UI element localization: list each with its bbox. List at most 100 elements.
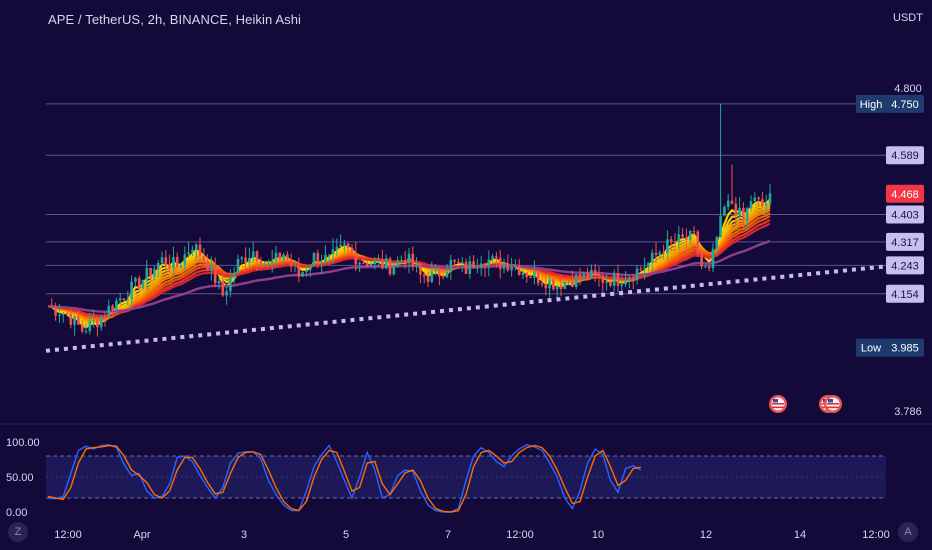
candle-body	[723, 206, 726, 216]
candle-body	[50, 306, 54, 308]
candle-body	[84, 331, 88, 333]
candle-body	[544, 284, 548, 289]
candle-body	[677, 234, 681, 243]
candle-body	[270, 260, 274, 264]
flag-stripe	[827, 406, 839, 409]
candle-body	[80, 324, 84, 332]
candle-body	[662, 252, 665, 254]
zoom-reset-button[interactable]: Z	[8, 522, 28, 542]
candle-body	[548, 279, 551, 289]
candle-body	[339, 244, 342, 247]
candle-body	[586, 272, 589, 279]
candle-body	[354, 252, 358, 265]
candle-body	[388, 258, 392, 275]
candle-body	[240, 257, 244, 260]
candle-body	[411, 253, 415, 268]
candle-body	[343, 243, 346, 245]
candle-body	[175, 257, 179, 268]
candle-body	[286, 254, 289, 260]
flag-stripe	[772, 406, 784, 409]
candle-body	[457, 261, 460, 264]
candle-body	[761, 199, 764, 206]
candle-body	[601, 276, 605, 283]
candle-body	[434, 269, 437, 272]
candle-body	[510, 266, 513, 271]
candle-body	[460, 262, 464, 264]
candle-body	[111, 305, 114, 311]
candle-body	[635, 268, 639, 281]
candle-body	[609, 281, 612, 286]
candle-body	[293, 264, 297, 266]
candle-body	[392, 266, 396, 275]
candle-body	[96, 320, 99, 328]
candle-body	[61, 313, 65, 316]
candle-body	[472, 261, 475, 269]
candle-body	[479, 263, 483, 268]
currency-label: USDT	[893, 12, 923, 24]
chart-title: APE / TetherUS, 2h, BINANCE, Heikin Ashi	[48, 12, 302, 27]
candle-body	[639, 268, 643, 270]
flag-canton	[773, 399, 778, 403]
candle-body	[267, 263, 270, 265]
auto-scale-button[interactable]: A	[898, 522, 918, 542]
event-markers	[769, 395, 842, 413]
candle-body	[620, 284, 624, 286]
candle-body	[236, 259, 240, 273]
flag-canton	[828, 399, 833, 403]
dotted-trendline	[45, 264, 887, 353]
candle-body	[210, 264, 213, 270]
candle-body	[567, 281, 570, 283]
candle-body	[73, 316, 76, 325]
time-tick-label: 12:00	[54, 529, 82, 541]
candle-body	[282, 254, 285, 260]
current-price-tag: 4.468	[891, 189, 919, 201]
candle-body	[179, 265, 183, 268]
candle-body	[468, 261, 472, 274]
candle-body	[685, 237, 688, 240]
time-tick-label: 12	[700, 529, 712, 541]
candle-body	[514, 265, 517, 267]
candle-body	[742, 207, 745, 221]
candle-body	[669, 239, 673, 242]
candle-body	[738, 207, 741, 216]
candle-body	[745, 208, 749, 221]
candle-body	[320, 262, 323, 264]
price-tags: 4.589 4.403 4.317 4.243 4.154 4.468 High 4.750 L…	[856, 94, 924, 357]
candle-body	[605, 281, 608, 283]
candle-body	[377, 260, 380, 262]
candle-body	[631, 277, 635, 281]
candle-body	[122, 298, 126, 301]
candle-body	[232, 272, 236, 278]
time-tick-label: 12:00	[862, 529, 890, 541]
candle-body	[552, 279, 555, 290]
candle-body	[153, 268, 156, 277]
candle-body	[172, 257, 175, 269]
candle-body	[118, 298, 122, 301]
candle-body	[396, 260, 399, 267]
candle-body	[369, 264, 373, 267]
time-tick-label: 7	[445, 529, 451, 541]
candle-body	[164, 257, 168, 266]
candle-body	[521, 272, 525, 275]
candle-body	[160, 257, 164, 264]
level-price-tag: 4.403	[891, 209, 919, 221]
candle-body	[373, 260, 377, 265]
oscillator-pane	[0, 423, 932, 499]
level-price-tag-bg	[886, 205, 924, 224]
level-price-tag: 4.154	[891, 289, 919, 301]
candle-body	[529, 277, 532, 279]
candle-body	[213, 264, 217, 284]
candle-body	[289, 259, 293, 266]
candle-body	[506, 263, 510, 271]
candle-body	[297, 264, 301, 277]
candle-body	[734, 203, 738, 216]
candle-body	[58, 315, 61, 317]
candle-body	[145, 268, 149, 281]
candle-body	[711, 248, 715, 269]
time-tick-label: 3	[241, 529, 247, 541]
candle-body	[225, 291, 228, 296]
low-tag-label: Low	[861, 343, 881, 355]
candle-body	[624, 280, 627, 285]
